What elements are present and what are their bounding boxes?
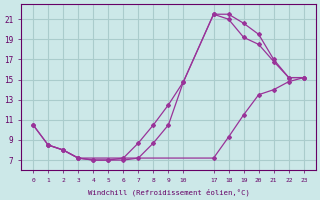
X-axis label: Windchill (Refroidissement éolien,°C): Windchill (Refroidissement éolien,°C): [87, 188, 249, 196]
